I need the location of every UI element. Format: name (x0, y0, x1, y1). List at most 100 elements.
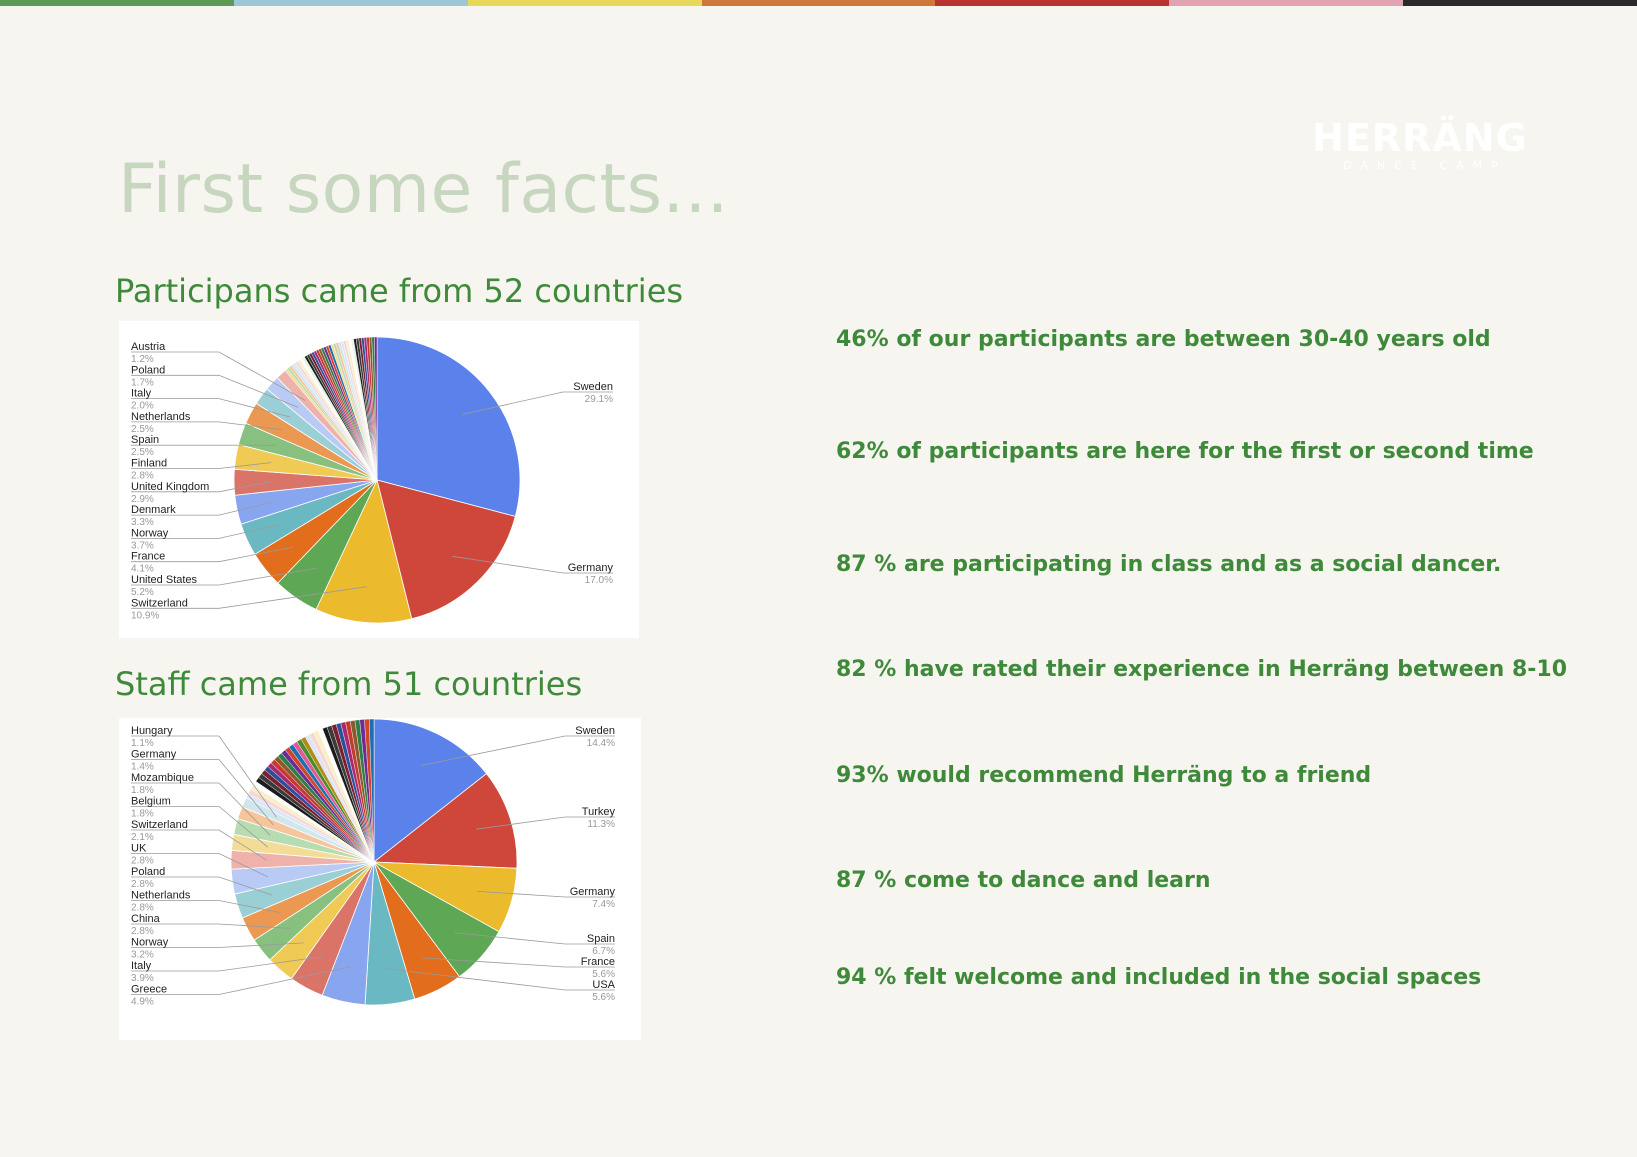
stripe-segment (233, 0, 468, 6)
page-title: First some facts... (118, 150, 729, 229)
logo-wordmark: HERRÄNG (1312, 116, 1528, 160)
pie-slice-sweden (376, 336, 521, 517)
leader-line (476, 816, 615, 830)
slice-label: France (131, 551, 165, 563)
pie-slice-sweden (373, 718, 488, 863)
slice-value: 14.4% (587, 738, 615, 749)
slice-label: UK (131, 843, 147, 855)
leader-line (131, 462, 272, 469)
leader-line (420, 735, 615, 766)
fact-item: 93% would recommend Herräng to a friend (836, 763, 1372, 788)
slice-label: Spain (587, 933, 615, 945)
slice-label: Belgium (131, 796, 171, 808)
slice-value: 1.2% (131, 354, 154, 365)
fact-item: 82 % have rated their experience in Herr… (836, 657, 1568, 682)
slice-value: 5.6% (592, 969, 615, 980)
leader-line (131, 546, 294, 563)
slice-label: Norway (131, 527, 169, 539)
participants-pie-chart: Sweden 29.1% Germany 17.0% Austria 1.2% Poland… (119, 321, 639, 638)
slice-label: France (581, 956, 615, 968)
slice-label: Norway (131, 937, 169, 949)
slice-label: Sweden (575, 725, 615, 737)
leader-line (131, 502, 273, 516)
color-stripe (0, 0, 1637, 6)
slice-value: 17.0% (585, 575, 613, 586)
slice-value: 1.4% (131, 762, 154, 773)
slice-value: 2.8% (131, 903, 154, 914)
leader-line (131, 956, 324, 972)
leader-line (131, 524, 280, 539)
slice-label: China (131, 913, 161, 925)
slice-label: Germany (570, 886, 616, 898)
stripe-segment (1169, 0, 1404, 6)
slice-label: United States (131, 574, 198, 586)
slice-label: Italy (131, 960, 152, 972)
pie-slice-other (374, 336, 378, 481)
leader-line (131, 876, 273, 896)
slice-label: Turkey (582, 806, 616, 818)
pie-slice-other (369, 718, 375, 863)
slice-label: Switzerland (131, 597, 188, 609)
logo-subtitle: DANCE CAMP (1343, 159, 1507, 172)
leader-line (386, 968, 615, 991)
pie-slice-germany (376, 479, 516, 620)
slice-value: 3.3% (131, 517, 154, 528)
stripe-segment (1403, 0, 1637, 6)
leader-line (477, 890, 615, 898)
stripe-segment (701, 0, 936, 6)
slice-value: 3.7% (131, 540, 154, 551)
leader-line (461, 391, 613, 415)
leader-line (131, 374, 299, 408)
slice-value: 4.9% (131, 997, 154, 1008)
slice-label: Spain (131, 434, 159, 446)
leader-line (131, 398, 291, 418)
slice-label: Finland (131, 458, 167, 470)
slice-value: 2.0% (131, 401, 154, 412)
pie-slice-turkey (372, 773, 518, 869)
leader-line (131, 923, 290, 929)
fact-item: 62% of participants are here for the fir… (836, 439, 1534, 464)
fact-item: 87 % come to dance and learn (836, 868, 1211, 893)
slice-value: 2.8% (131, 926, 154, 937)
slice-value: 5.6% (592, 992, 615, 1003)
slice-value: 1.8% (131, 809, 154, 820)
stripe-segment (935, 0, 1170, 6)
slice-label: Italy (131, 388, 152, 400)
slice-label: Denmark (131, 504, 176, 516)
leader-line (454, 932, 615, 945)
stripe-segment (467, 0, 702, 6)
slice-label: Germany (568, 562, 614, 574)
leader-line (131, 829, 268, 861)
slice-label: Austria (131, 341, 166, 353)
leader-line (131, 351, 306, 401)
leader-line (131, 900, 280, 913)
slice-value: 3.9% (131, 973, 154, 984)
fact-item: 87 % are participating in class and as a… (836, 552, 1502, 577)
slice-label: Greece (131, 984, 167, 996)
slice-value: 7.4% (592, 899, 615, 910)
slice-value: 2.1% (131, 832, 154, 843)
slice-value: 2.8% (131, 879, 154, 890)
slice-value: 2.5% (131, 447, 154, 458)
leader-line (131, 782, 271, 836)
leader-line (131, 759, 274, 826)
slice-label: United Kingdom (131, 481, 209, 493)
slice-label: Switzerland (131, 819, 188, 831)
leader-line (131, 806, 269, 848)
leader-line (131, 567, 317, 586)
leader-line (131, 966, 351, 995)
leader-line (131, 421, 283, 431)
slice-label: Poland (131, 364, 165, 376)
slice-label: Germany (131, 749, 177, 761)
leader-line (422, 957, 615, 968)
slice-value: 1.7% (131, 377, 154, 388)
slice-label: Sweden (573, 381, 613, 393)
slice-value: 11.3% (587, 819, 615, 830)
slice-value: 29.1% (585, 394, 613, 405)
slice-label: Mozambique (131, 772, 194, 784)
fact-item: 94 % felt welcome and included in the so… (836, 965, 1482, 990)
slice-value: 4.1% (131, 564, 154, 575)
slice-value: 1.1% (131, 738, 154, 749)
slice-label: Hungary (131, 725, 173, 737)
slice-label: Netherlands (131, 411, 191, 423)
